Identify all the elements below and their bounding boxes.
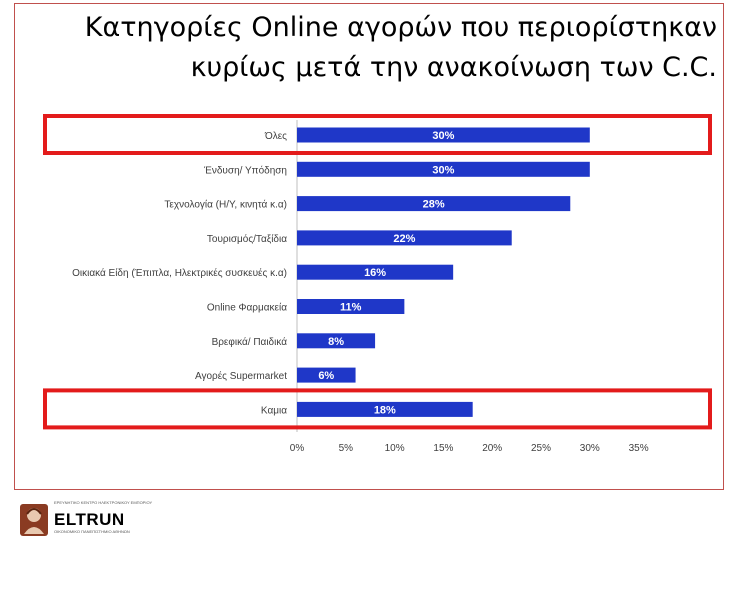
category-label: Ένδυση/ Υπόδηση bbox=[203, 164, 287, 176]
data-label: 30% bbox=[432, 164, 454, 176]
data-label: 22% bbox=[393, 233, 415, 245]
data-label: 18% bbox=[374, 404, 396, 416]
category-label: Καμια bbox=[261, 405, 287, 416]
bar bbox=[297, 299, 405, 314]
chart-title-line-2: κυρίως μετά την ανακοίνωση των C.C. bbox=[190, 52, 717, 83]
bar bbox=[297, 401, 473, 417]
data-label: 6% bbox=[318, 370, 334, 382]
category-label: Αγορές Supermarket bbox=[195, 370, 287, 382]
category-label: Τεχνολογία (Η/Υ, κινητά κ.α) bbox=[164, 199, 287, 211]
logo-name: ELTRUN bbox=[54, 510, 125, 529]
x-tick-label: 0% bbox=[290, 443, 305, 454]
x-tick-label: 20% bbox=[482, 443, 502, 454]
category-label: Οικιακά Είδη (Έπιπλα, Ηλεκτρικές συσκευέ… bbox=[72, 267, 287, 279]
data-label: 30% bbox=[432, 130, 454, 142]
highlight-box bbox=[43, 388, 712, 430]
chart-title-line-1: Κατηγορίες Online αγορών που περιορίστηκ… bbox=[84, 12, 717, 43]
chart-frame bbox=[14, 3, 724, 490]
logo-tagline: ΕΡΕΥΝΗΤΙΚΟ ΚΕΝΤΡΟ ΗΛΕΚΤΡΟΝΙΚΟΥ ΕΜΠΟΡΙΟΥ bbox=[54, 500, 153, 505]
category-label: Τουρισμός/Ταξίδια bbox=[207, 233, 287, 245]
category-label: Όλες bbox=[264, 131, 287, 142]
bar bbox=[297, 264, 454, 280]
bar bbox=[297, 161, 590, 177]
x-tick-label: 5% bbox=[339, 443, 354, 454]
bar bbox=[297, 367, 356, 383]
logo-subtitle: ΟΙΚΟΝΟΜΙΚΟ ΠΑΝΕΠΙΣΤΗΜΙΟ ΑΘΗΝΩΝ bbox=[54, 529, 130, 534]
x-tick-label: 25% bbox=[531, 443, 551, 454]
data-label: 28% bbox=[423, 199, 445, 211]
x-tick-label: 10% bbox=[385, 443, 405, 454]
highlight-box bbox=[43, 114, 712, 155]
category-label: Βρεφικά/ Παιδικά bbox=[212, 336, 288, 348]
bar bbox=[297, 333, 376, 349]
x-tick-label: 30% bbox=[580, 443, 600, 454]
x-tick-label: 35% bbox=[629, 443, 649, 454]
logo-bust-icon bbox=[20, 504, 48, 536]
bar bbox=[297, 127, 590, 143]
x-tick-label: 15% bbox=[433, 443, 453, 454]
bar bbox=[297, 230, 512, 246]
category-label: Online Φαρμακεία bbox=[207, 302, 287, 314]
chart-title: Κατηγορίες Online αγορών που περιορίστηκ… bbox=[24, 8, 717, 88]
bar bbox=[297, 196, 571, 212]
data-label: 8% bbox=[328, 336, 344, 348]
data-label: 16% bbox=[364, 267, 386, 279]
eltrun-logo: ΕΡΕΥΝΗΤΙΚΟ ΚΕΝΤΡΟ ΗΛΕΚΤΡΟΝΙΚΟΥ ΕΜΠΟΡΙΟΥ … bbox=[18, 500, 152, 540]
data-label: 11% bbox=[340, 302, 362, 314]
